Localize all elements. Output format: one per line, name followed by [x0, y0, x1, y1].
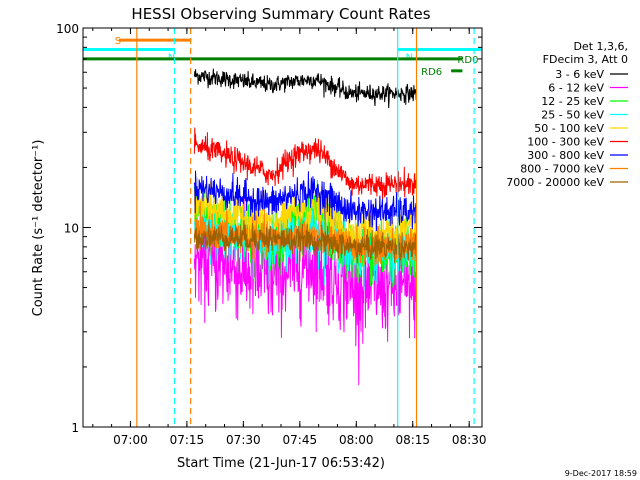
data-layer — [193, 68, 417, 386]
series-line — [193, 170, 417, 231]
flag-label: RD6 — [421, 67, 442, 78]
x-tick-label: 07:30 — [226, 433, 261, 447]
legend-item-label: 12 - 25 keV — [541, 95, 604, 108]
footer-date: 9-Dec-2017 18:59 — [565, 469, 637, 478]
x-axis-label: Start Time (21-Jun-17 06:53:42) — [177, 456, 385, 471]
series-line — [193, 68, 417, 109]
legend-item-label: 300 - 800 keV — [527, 149, 604, 162]
series-line — [193, 219, 417, 269]
legend-item-label: 25 - 50 keV — [541, 109, 604, 122]
x-tick-label: 08:00 — [339, 433, 374, 447]
x-tick-label: 08:15 — [395, 433, 430, 447]
legend-item-label: 6 - 12 keV — [548, 82, 604, 95]
series-line — [193, 127, 417, 200]
y-tick-label: 100 — [56, 22, 79, 36]
chart-title: HESSI Observing Summary Count Rates — [131, 5, 430, 23]
x-axis-ticks: 07:00 07:15 07:30 07:45 08:00 08:15 08:30 — [92, 28, 487, 447]
y-axis-ticks: 1 10 100 — [56, 22, 482, 435]
flag-layer: SNNRD0RD6 — [83, 36, 482, 78]
flag-label: RD0 — [457, 55, 478, 66]
series-line — [193, 177, 417, 264]
y-tick-label: 1 — [71, 421, 79, 435]
legend-item-label: 7000 - 20000 keV — [506, 176, 604, 189]
y-axis-label: Count Rate (s⁻¹ detector⁻¹) — [31, 140, 46, 317]
legend-item-label: 3 - 6 keV — [555, 68, 604, 81]
flag-label: S — [115, 36, 121, 47]
vertical-lines — [136, 28, 475, 427]
legend-header-line-2: FDecim 3, Att 0 — [543, 53, 628, 66]
y-tick-label: 10 — [64, 222, 79, 236]
legend-item-label: 800 - 7000 keV — [520, 163, 604, 176]
x-tick-label: 07:15 — [170, 433, 205, 447]
x-tick-label: 07:00 — [113, 433, 148, 447]
series-line — [193, 191, 417, 386]
x-tick-label: 08:30 — [452, 433, 487, 447]
legend-item-label: 50 - 100 keV — [534, 122, 604, 135]
legend-header-line-1: Det 1,3,6, — [573, 40, 628, 53]
x-tick-label: 07:45 — [283, 433, 318, 447]
legend-item-label: 100 - 300 keV — [527, 136, 604, 149]
